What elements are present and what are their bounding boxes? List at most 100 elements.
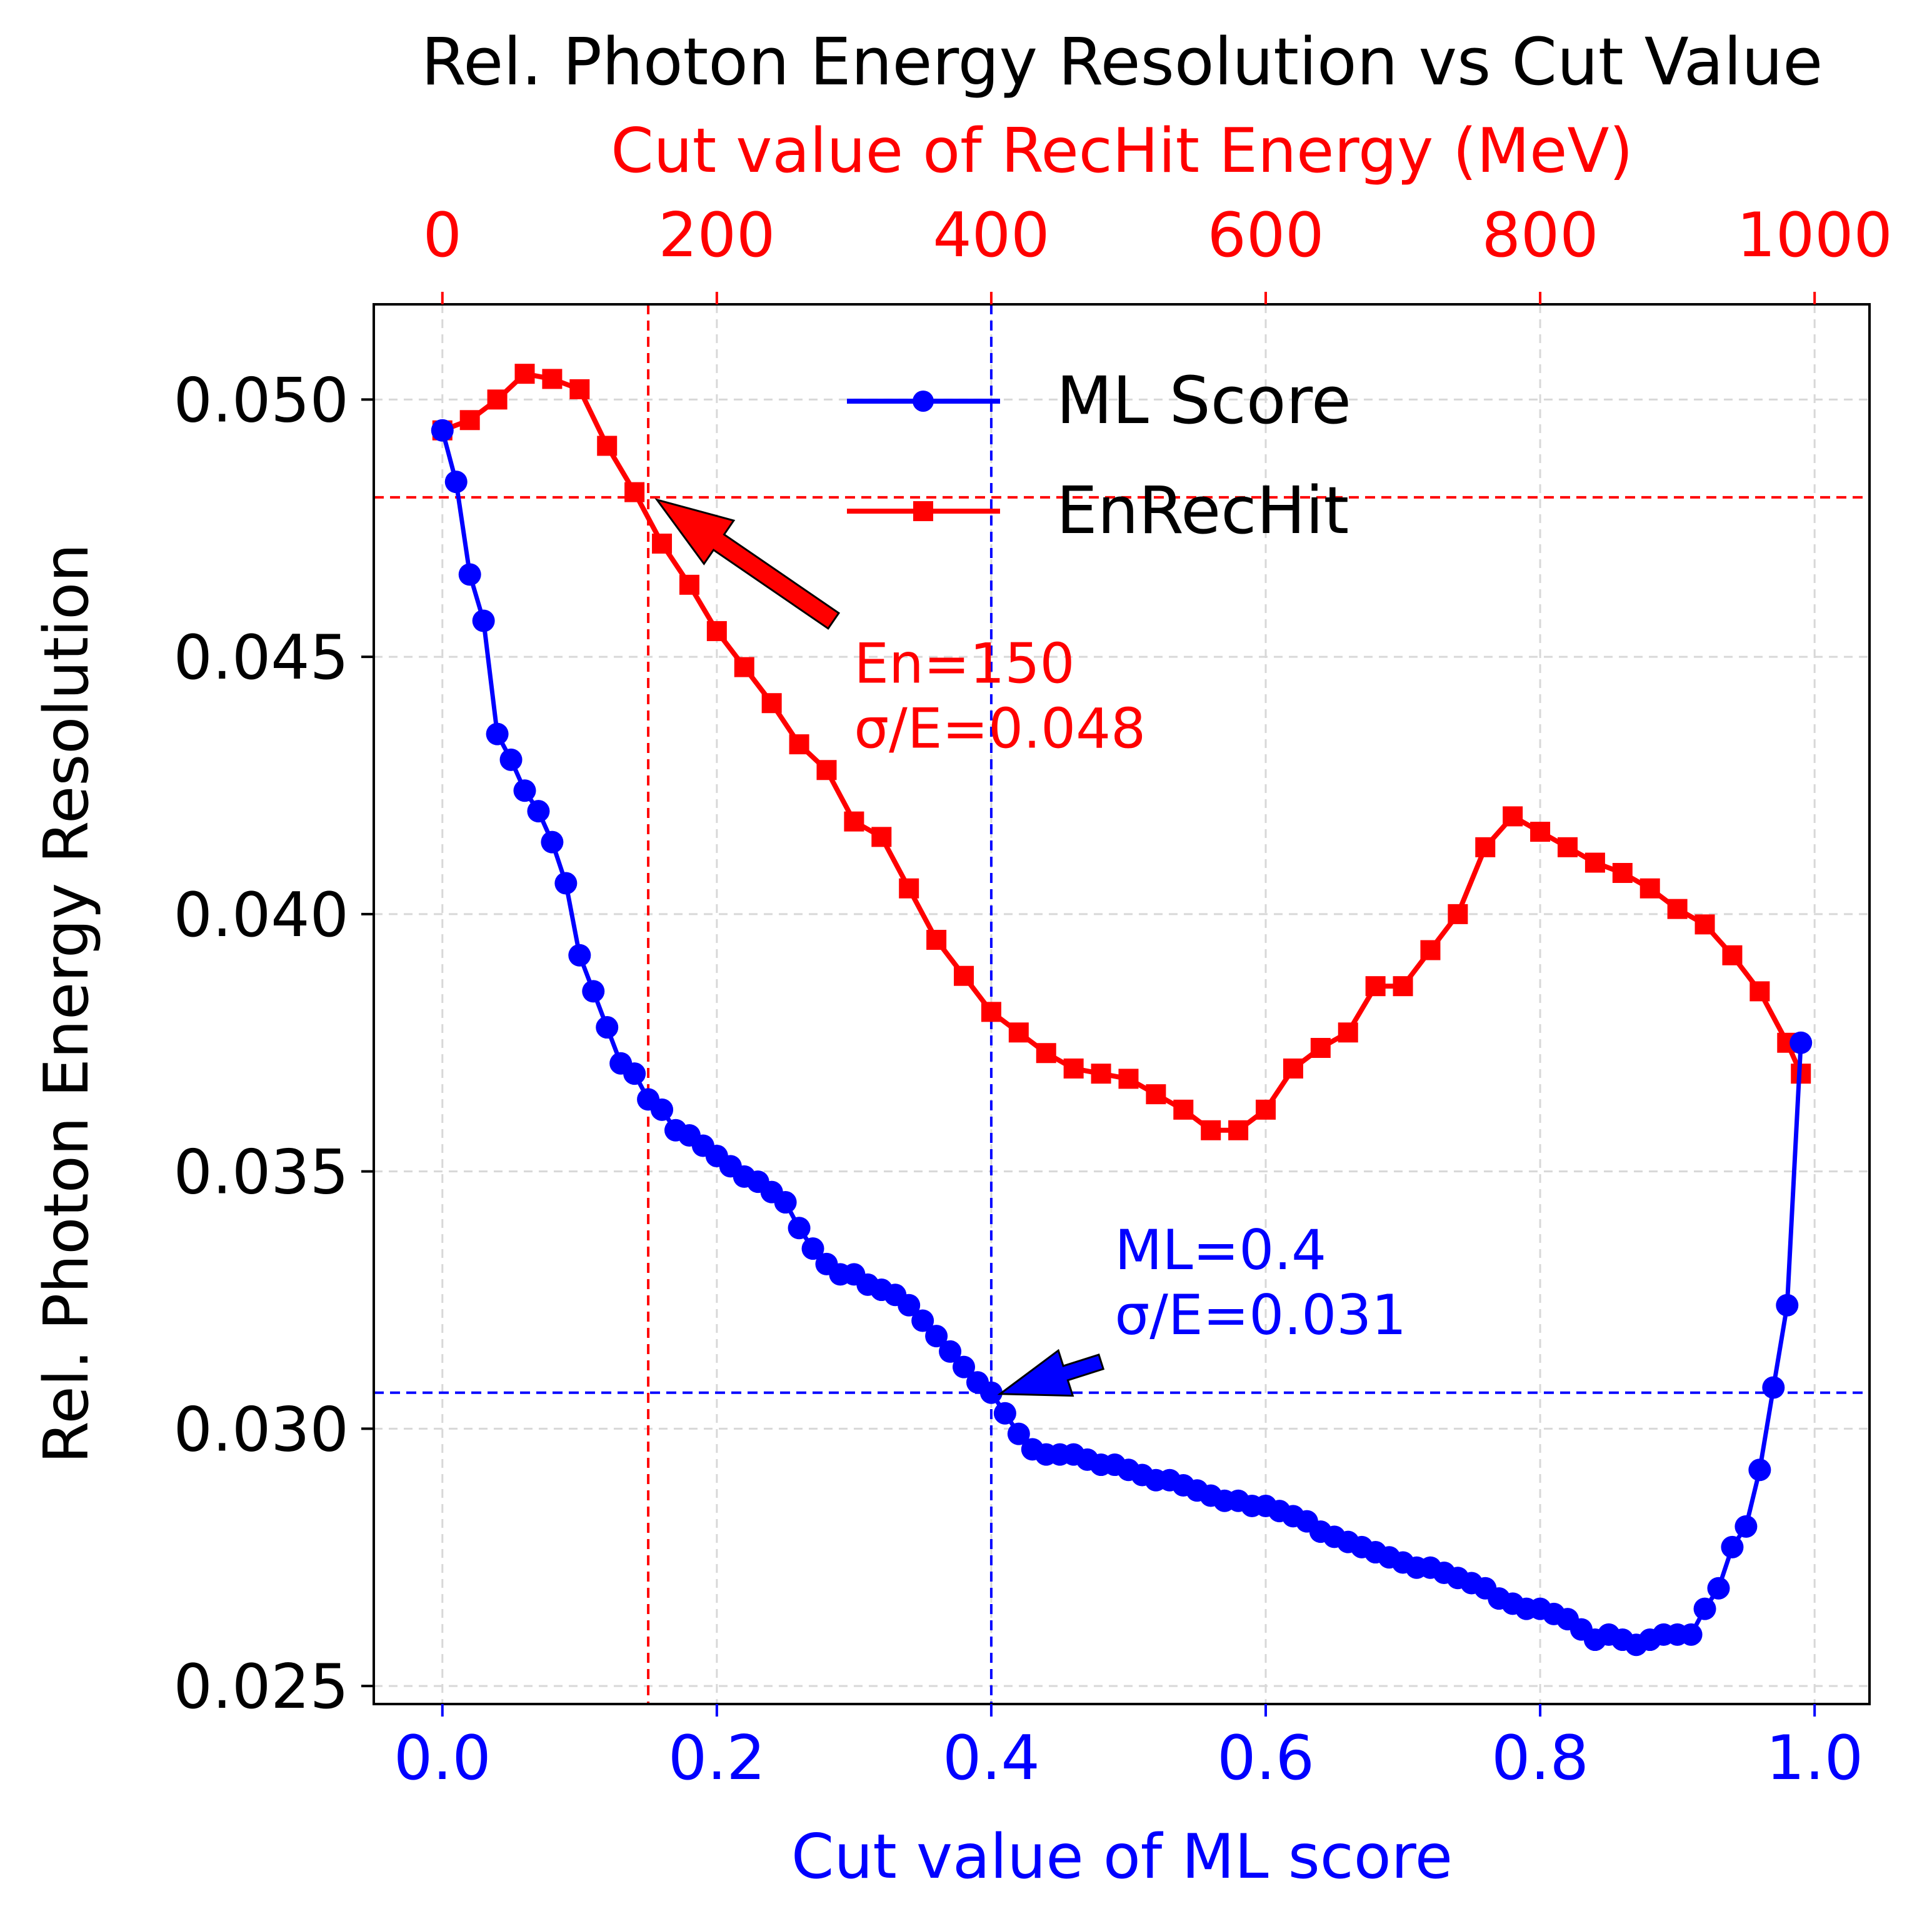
top-tick-label: 0 [423, 200, 462, 271]
ml-score-marker [1007, 1422, 1030, 1445]
ml-score-marker [1721, 1535, 1744, 1558]
annotation-line: En=150 [854, 631, 1074, 695]
annotation-arrows [654, 498, 1105, 1397]
enrechit-marker [871, 827, 892, 847]
enrechit-marker [844, 811, 864, 832]
top-tick-label: 800 [1482, 200, 1599, 271]
bottom-tick-label: 0.6 [1217, 1723, 1314, 1794]
left-tick-label: 0.030 [173, 1394, 349, 1465]
enrechit-marker [459, 410, 480, 431]
enrechit-marker [1228, 1120, 1249, 1140]
bottom-tick-label: 0.8 [1491, 1723, 1589, 1794]
ml-score-marker [541, 830, 564, 854]
enrechit-marker [1558, 837, 1578, 857]
enrechit-marker [981, 1002, 1001, 1022]
enrechit-marker [1530, 822, 1551, 842]
top-tick-label: 1000 [1736, 200, 1892, 271]
ml-score-marker [582, 980, 605, 1003]
ml-score-marker [925, 1325, 948, 1348]
enrechit-marker [1063, 1058, 1084, 1079]
legend: ML Score EnRecHit [847, 362, 1351, 549]
ml-score-marker [774, 1191, 797, 1214]
legend-en-marker [913, 501, 933, 521]
ml-score-marker [513, 779, 536, 802]
chart-title: Rel. Photon Energy Resolution vs Cut Val… [421, 24, 1823, 100]
ml-score-marker [499, 748, 523, 771]
ml-score-marker [1776, 1293, 1799, 1317]
annotation-line: σ/E=0.031 [1115, 1283, 1407, 1347]
ml-score-marker [939, 1340, 962, 1363]
bottom-tick-label: 0.4 [943, 1723, 1040, 1794]
ml-score-marker [623, 1062, 646, 1085]
plot-frame [373, 303, 1871, 1705]
left-axis-ticks: 0.025 0.030 0.035 0.040 0.045 0.050 [173, 365, 374, 1723]
left-tick-label: 0.035 [173, 1137, 349, 1209]
legend-ml-marker [913, 391, 934, 412]
left-tick-label: 0.050 [173, 365, 349, 436]
ml-score-marker [596, 1016, 619, 1039]
enrechit-marker [1503, 806, 1523, 827]
enrechit-marker [1612, 863, 1633, 883]
ml-score-marker [568, 944, 591, 967]
enrechit-marker [954, 965, 974, 986]
enrechit-marker [1448, 904, 1468, 924]
ml-score-marker [1707, 1577, 1730, 1600]
bottom-axis-label: Cut value of ML score [791, 1822, 1453, 1893]
left-tick-label: 0.025 [173, 1652, 349, 1723]
enrechit-marker [1667, 899, 1688, 919]
ml-score-marker [911, 1309, 934, 1332]
ml-score-marker [993, 1402, 1016, 1425]
left-axis-label: Rel. Photon Energy Resolution [31, 544, 103, 1464]
ml-annotation-text: ML=0.4 σ/E=0.031 [1115, 1218, 1407, 1347]
enrechit-marker [542, 369, 563, 389]
top-tick-label: 400 [933, 200, 1049, 271]
ml-score-marker [1789, 1031, 1813, 1054]
en-annotation-text: En=150 σ/E=0.048 [854, 631, 1146, 760]
enrechit-marker [1365, 976, 1386, 997]
legend-en-label: EnRecHit [1056, 472, 1349, 549]
enrechit-marker [652, 533, 673, 554]
enrechit-marker [1036, 1043, 1056, 1064]
ml-score-marker [953, 1355, 976, 1378]
enrechit-marker [1694, 914, 1715, 935]
enrechit-marker [1420, 940, 1441, 960]
ml-score-marker [486, 722, 509, 745]
enrechit-marker [679, 574, 699, 595]
top-tick-label: 600 [1207, 200, 1324, 271]
enrechit-marker [1118, 1069, 1139, 1089]
bottom-tick-label: 0.0 [394, 1723, 491, 1794]
enrechit-marker [761, 693, 782, 714]
legend-ml-label: ML Score [1056, 362, 1351, 439]
series-enrechit [432, 364, 1811, 1140]
ml-score-marker [801, 1237, 824, 1260]
ml-score-marker [527, 800, 550, 823]
enrechit-marker [569, 379, 590, 399]
enrechit-marker [1584, 852, 1605, 873]
annotation-line: σ/E=0.048 [854, 696, 1146, 760]
ml-score-marker [979, 1381, 1003, 1404]
ml-score-marker [554, 872, 578, 895]
bottom-tick-label: 0.2 [668, 1723, 766, 1794]
enrechit-marker [789, 734, 809, 755]
enrechit-marker [1283, 1058, 1303, 1079]
enrechit-marker [1256, 1099, 1276, 1120]
ml-score-marker [458, 563, 481, 586]
enrechit-marker [1146, 1084, 1166, 1105]
enrechit-marker [624, 482, 645, 502]
top-tick-label: 200 [658, 200, 775, 271]
enrechit-marker [899, 878, 919, 899]
enrechit-marker [1310, 1038, 1331, 1058]
enrechit-marker [926, 930, 947, 950]
left-tick-label: 0.045 [173, 622, 349, 694]
ml-score-marker [788, 1217, 811, 1240]
enrechit-marker [816, 760, 837, 780]
top-axis-ticks: 0 200 400 600 800 1000 [423, 200, 1893, 304]
ml-annotation-arrow [997, 1348, 1105, 1397]
enrechit-marker [734, 657, 754, 677]
enrechit-marker [1475, 837, 1496, 857]
enrechit-marker [1173, 1099, 1194, 1120]
enrechit-marker [1091, 1064, 1111, 1084]
enrechit-marker [514, 364, 535, 384]
